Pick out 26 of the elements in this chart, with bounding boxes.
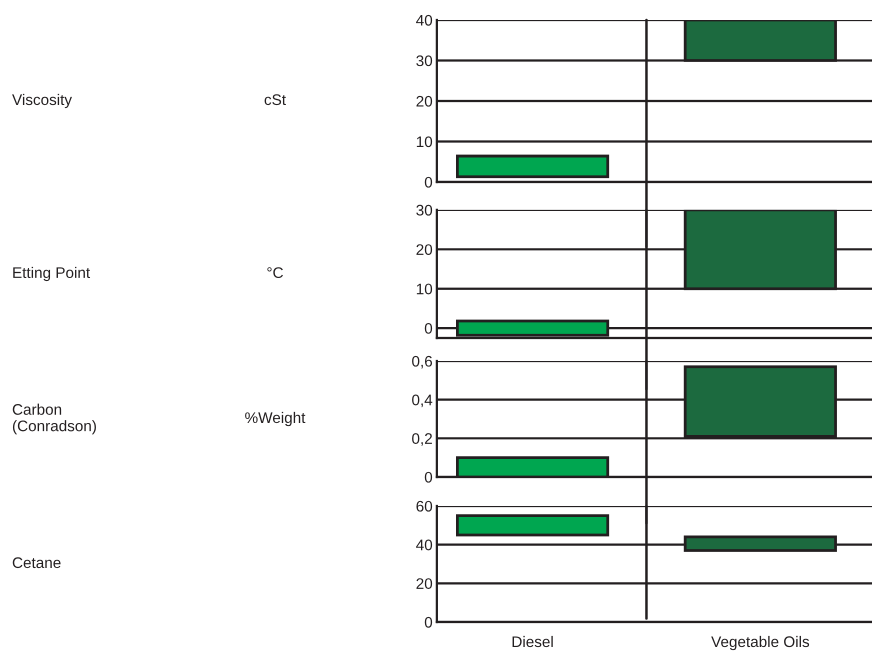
y-tick-label: 20 [416,244,432,256]
y-tick-label: 0,6 [412,356,432,368]
y-axis-title: Viscosity [12,94,72,108]
y-tick-label: 0,4 [412,394,432,408]
y-axis-title: Cetane [12,557,61,568]
y-tick-label: 40 [416,14,432,26]
y-tick-label: 20 [416,578,432,590]
y-axis-title: Carbon (Conradson) [12,404,96,434]
text: °C [267,267,283,278]
y-tick-label: 60 [416,500,432,512]
text: cSt [264,94,286,106]
x-tick-label: Diesel [512,636,553,648]
y-tick-label: 10 [416,136,432,148]
y-tick-label: 40 [416,540,432,550]
x-tick-label: Vegetable Oils [711,636,810,650]
y-tick-label: 0 [424,616,432,628]
y-tick-label: 0 [424,472,432,483]
y-tick-label: 20 [416,96,432,107]
y-tick-label: 30 [416,55,432,66]
text: %Weight [245,412,306,426]
y-tick-label: 10 [416,284,432,294]
y-tick-label: 30 [416,204,432,216]
y-tick-label: 0,2 [412,433,432,446]
y-axis-title: Etting Point [13,266,90,282]
y-tick-label: 0 [424,322,432,334]
y-tick-label: 0 [424,176,432,188]
